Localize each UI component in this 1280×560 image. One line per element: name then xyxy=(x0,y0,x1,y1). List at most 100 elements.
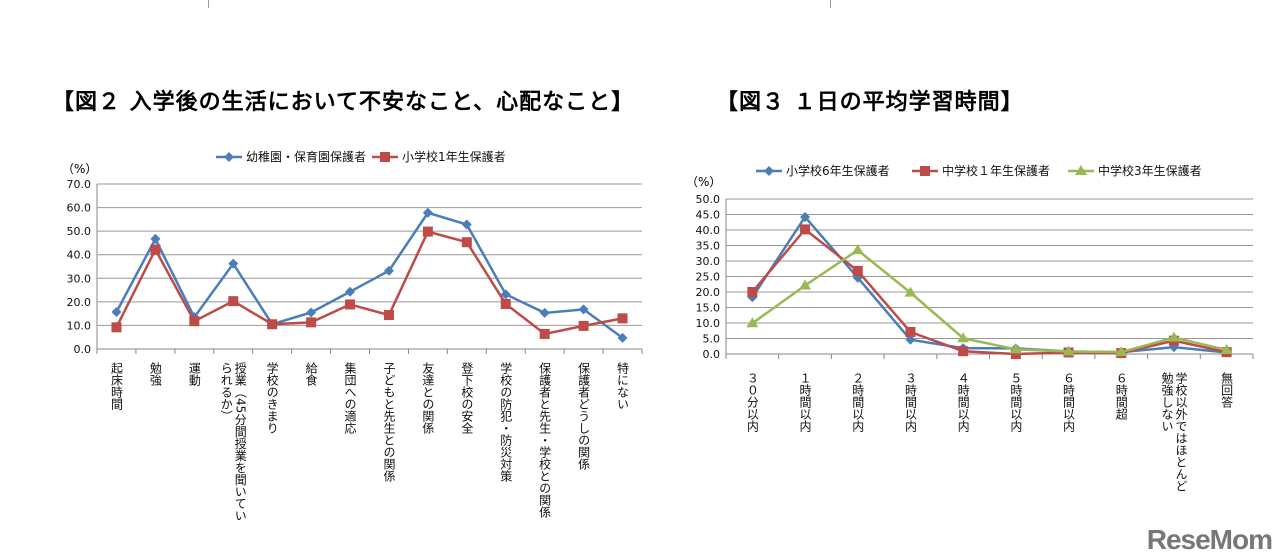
legend-label: 中学校3年生保護者 xyxy=(1098,163,1202,178)
x-tick-label: 集団への適応 xyxy=(343,362,358,434)
x-tick-label: ６時間以内 xyxy=(1061,372,1076,432)
data-point xyxy=(189,316,200,327)
legend-marker xyxy=(764,166,774,176)
x-tick-label: ３０分以内 xyxy=(745,372,760,432)
data-point xyxy=(747,287,758,297)
y-tick-label: 70.0 xyxy=(67,178,92,191)
data-point xyxy=(852,265,863,276)
y-tick-label: 40.0 xyxy=(67,249,92,262)
legend-marker xyxy=(1075,165,1087,175)
data-point xyxy=(904,286,917,297)
data-point xyxy=(1220,343,1233,354)
y-tick-label: 50.0 xyxy=(696,193,721,206)
data-point xyxy=(306,307,317,318)
data-point xyxy=(800,211,811,222)
data-point xyxy=(383,310,394,321)
y-tick-label: 30.0 xyxy=(696,255,721,268)
data-point xyxy=(228,296,239,307)
y-tick-label: 0.0 xyxy=(74,343,92,356)
y-tick-label: 10.0 xyxy=(696,317,721,330)
data-point xyxy=(1010,349,1021,359)
data-point xyxy=(150,233,161,244)
x-tick-label: 登下校の安全 xyxy=(459,362,474,434)
x-tick-label: ３時間以内 xyxy=(903,372,918,432)
legend-label: 幼稚園・保育園保護者 xyxy=(246,149,366,164)
resemom-logo: ReseMom xyxy=(1146,524,1273,555)
x-tick-label: 友達との関係 xyxy=(420,362,435,434)
data-point xyxy=(905,334,916,345)
figure2-title: 【図２ 入学後の生活において不安なこと、心配なこと】 xyxy=(52,90,635,115)
x-tick-label: 運動 xyxy=(187,362,202,386)
x-tick-label: 学校の防犯・防災対策 xyxy=(498,362,513,482)
x-tick-label: 保護者どうしの関係 xyxy=(576,362,591,470)
y-tick-label: 60.0 xyxy=(67,202,92,215)
y-tick-label: 35.0 xyxy=(696,240,721,253)
series-line-1 xyxy=(751,227,1227,356)
data-point xyxy=(617,313,628,324)
data-point xyxy=(578,320,589,331)
data-point xyxy=(422,226,433,237)
data-point xyxy=(958,346,969,357)
data-point xyxy=(228,258,239,269)
data-point xyxy=(799,279,812,290)
y-tick-label: 5.0 xyxy=(703,333,721,346)
data-point xyxy=(111,322,122,333)
data-point xyxy=(461,219,472,230)
legend-marker xyxy=(920,166,930,176)
data-point xyxy=(383,265,394,276)
data-point xyxy=(1062,345,1075,356)
y-tick-label: 25.0 xyxy=(696,271,721,284)
data-point xyxy=(1167,331,1180,342)
x-tick-label: ５時間以内 xyxy=(1008,372,1023,432)
data-point xyxy=(1115,346,1128,357)
data-point xyxy=(1009,343,1022,354)
y-tick-label: 15.0 xyxy=(696,302,721,315)
data-point xyxy=(345,299,356,310)
x-tick-label: ２時間以内 xyxy=(850,372,865,432)
data-point xyxy=(500,298,511,309)
data-point xyxy=(422,207,433,218)
y-axis-unit: （%） xyxy=(62,162,98,176)
data-point xyxy=(851,244,864,255)
data-point xyxy=(905,326,916,337)
legend-marker xyxy=(380,152,390,162)
y-tick-label: 20.0 xyxy=(696,286,721,299)
data-point xyxy=(617,332,628,343)
x-tick-label: 特にない xyxy=(615,362,630,410)
data-point xyxy=(539,328,550,339)
data-point xyxy=(267,319,278,330)
x-tick-label: 給食 xyxy=(304,362,319,386)
x-tick-label: 子どもと先生との関係 xyxy=(381,362,396,482)
y-axis-unit: （%） xyxy=(686,175,722,189)
data-point xyxy=(461,237,472,248)
y-tick-label: 50.0 xyxy=(67,225,92,238)
data-point xyxy=(746,317,759,328)
data-point xyxy=(306,317,317,328)
series-line-1 xyxy=(115,230,623,336)
x-tick-label: 勉強 xyxy=(148,362,163,386)
x-tick-label: 学校以外ではほとんど 勉強しない xyxy=(1159,372,1188,492)
series-line-2 xyxy=(751,248,1227,354)
legend-label: 小学校1年生保護者 xyxy=(402,149,506,164)
legend-label: 中学校１年生保護者 xyxy=(942,163,1050,178)
y-tick-label: 45.0 xyxy=(696,209,721,222)
series-line-0 xyxy=(751,214,1227,354)
x-tick-label: ４時間以内 xyxy=(956,372,971,432)
y-tick-label: 30.0 xyxy=(67,272,92,285)
data-point xyxy=(500,289,511,300)
data-point xyxy=(539,307,550,318)
data-point xyxy=(150,244,161,255)
y-tick-label: 10.0 xyxy=(67,319,92,332)
data-point xyxy=(345,286,356,297)
x-tick-label: 無回答 xyxy=(1219,372,1234,408)
series-line-0 xyxy=(115,211,624,339)
x-tick-label: ６時間超 xyxy=(1114,372,1129,420)
data-point xyxy=(578,304,589,315)
y-tick-label: 20.0 xyxy=(67,296,92,309)
x-tick-label: １時間以内 xyxy=(798,372,813,432)
x-tick-label: 保護者と先生・学校との関係 xyxy=(537,362,552,518)
page-edge-line xyxy=(830,0,831,8)
y-tick-label: 40.0 xyxy=(696,224,721,237)
data-point xyxy=(957,332,970,343)
